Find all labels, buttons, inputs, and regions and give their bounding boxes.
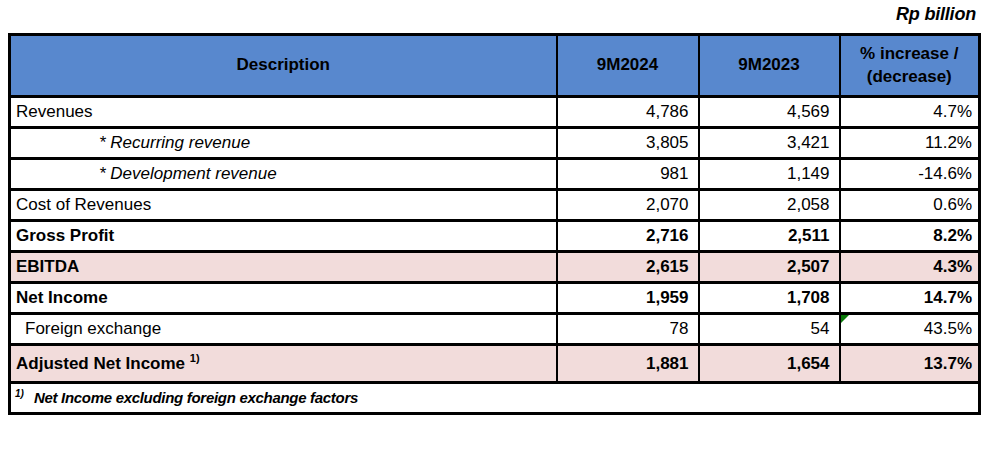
cell-pct-change: 43.5%	[840, 314, 980, 345]
cell-9m2023: 2,511	[699, 221, 840, 252]
cell-9m2023: 3,421	[699, 128, 840, 159]
cell-pct-change: 14.7%	[840, 283, 980, 314]
footnote-cell: 1)Net Income excluding foreign exchange …	[10, 383, 980, 414]
cell-pct-change: 4.7%	[840, 97, 980, 128]
cell-pct-change: 13.7%	[840, 345, 980, 383]
cell-9m2024: 2,716	[557, 221, 699, 252]
table-row-recurring-revenue: * Recurring revenue 3,805 3,421 11.2%	[10, 128, 980, 159]
cell-9m2024: 3,805	[557, 128, 699, 159]
cell-pct-change: 11.2%	[840, 128, 980, 159]
column-header-9m2023: 9M2023	[699, 35, 840, 97]
cell-pct-change: -14.6%	[840, 159, 980, 190]
table-row-adjusted-net-income: Adjusted Net Income 1) 1,881 1,654 13.7%	[10, 345, 980, 383]
cell-9m2023: 2,507	[699, 252, 840, 283]
footnote-text: Net Income excluding foreign exchange fa…	[24, 389, 358, 406]
table-row-ebitda: EBITDA 2,615 2,507 4.3%	[10, 252, 980, 283]
cell-pct-change: 8.2%	[840, 221, 980, 252]
table-row-development-revenue: * Development revenue 981 1,149 -14.6%	[10, 159, 980, 190]
row-label: EBITDA	[10, 252, 557, 283]
footnote-marker: 1)	[15, 388, 24, 399]
pct-value: 43.5%	[924, 319, 972, 338]
cell-9m2023: 2,058	[699, 190, 840, 221]
cell-9m2024: 981	[557, 159, 699, 190]
cell-9m2024: 78	[557, 314, 699, 345]
cell-9m2023: 1,149	[699, 159, 840, 190]
row-label: Net Income	[10, 283, 557, 314]
row-label: Gross Profit	[10, 221, 557, 252]
cell-pct-change: 0.6%	[840, 190, 980, 221]
row-label: Adjusted Net Income 1)	[10, 345, 557, 383]
cell-9m2023: 54	[699, 314, 840, 345]
row-label: * Recurring revenue	[10, 128, 557, 159]
cell-pct-change: 4.3%	[840, 252, 980, 283]
table-row-net-income: Net Income 1,959 1,708 14.7%	[10, 283, 980, 314]
cell-9m2023: 1,654	[699, 345, 840, 383]
column-header-9m2024: 9M2024	[557, 35, 699, 97]
column-header-description: Description	[10, 35, 557, 97]
financial-summary-page: Rp billion Description 9M2024 9M2023 % i…	[0, 0, 986, 468]
row-label: Cost of Revenues	[10, 190, 557, 221]
cell-9m2023: 4,569	[699, 97, 840, 128]
footnote-reference: 1)	[190, 352, 200, 364]
table-row-revenues: Revenues 4,786 4,569 4.7%	[10, 97, 980, 128]
row-label: Revenues	[10, 97, 557, 128]
financial-summary-table: Description 9M2024 9M2023 % increase / (…	[8, 33, 981, 415]
table-row-gross-profit: Gross Profit 2,716 2,511 8.2%	[10, 221, 980, 252]
table-row-foreign-exchange: Foreign exchange 78 54 43.5%	[10, 314, 980, 345]
cell-corner-flag-triangle-icon	[841, 315, 849, 323]
table-footnote-row: 1)Net Income excluding foreign exchange …	[10, 383, 980, 414]
table-row-cost-of-revenues: Cost of Revenues 2,070 2,058 0.6%	[10, 190, 980, 221]
table-header-row: Description 9M2024 9M2023 % increase / (…	[10, 35, 980, 97]
row-label: * Development revenue	[10, 159, 557, 190]
row-label: Foreign exchange	[10, 314, 557, 345]
cell-9m2024: 1,881	[557, 345, 699, 383]
cell-9m2024: 1,959	[557, 283, 699, 314]
cell-9m2023: 1,708	[699, 283, 840, 314]
unit-label: Rp billion	[896, 4, 976, 25]
cell-9m2024: 2,070	[557, 190, 699, 221]
cell-9m2024: 4,786	[557, 97, 699, 128]
column-header-pct-change: % increase / (decrease)	[840, 35, 980, 97]
cell-9m2024: 2,615	[557, 252, 699, 283]
row-label-text: Adjusted Net Income	[16, 354, 185, 373]
